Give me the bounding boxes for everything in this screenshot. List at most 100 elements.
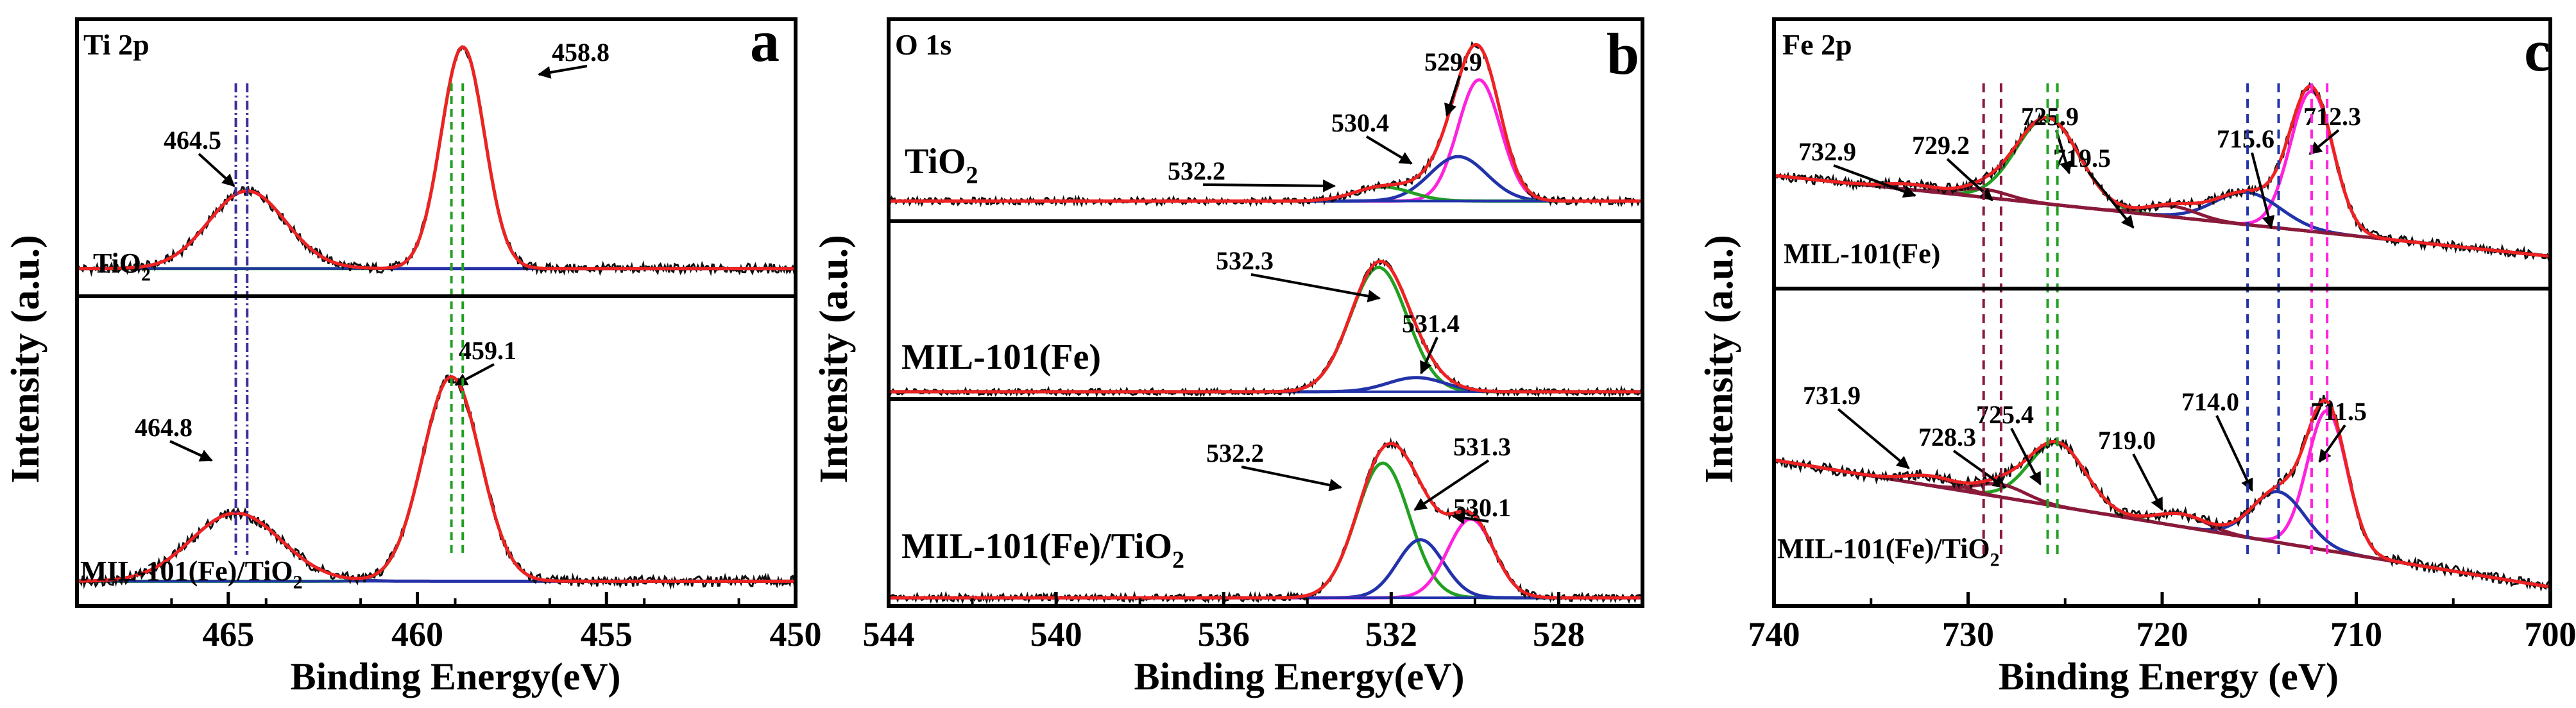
x-tick-label: 532 (1365, 615, 1417, 653)
peak-529-9-curve (889, 78, 1642, 203)
x-tick-label: 450 (770, 615, 822, 653)
fitted-envelope-line (1773, 84, 2551, 258)
peak-annotation-532-3: 532.3 (1216, 246, 1274, 275)
peak-annotation-464-8: 464.8 (135, 413, 192, 442)
annotation-arrow (169, 440, 213, 462)
raw-spectrum-line (1773, 81, 2551, 262)
panel-title-a: Ti 2p (83, 28, 149, 61)
annotation-arrow (538, 65, 588, 79)
fitted-envelope-line (889, 441, 1642, 600)
peak-annotation-531-4: 531.4 (1402, 309, 1460, 338)
fitted-envelope-line (889, 259, 1642, 394)
peak-annotation-731-9: 731.9 (1803, 381, 1861, 410)
raw-spectrum-line (888, 40, 1643, 208)
sample-label-subscript: 2 (293, 571, 303, 593)
fitted-envelope-line (76, 375, 796, 583)
annotation-arrow (1241, 466, 1342, 492)
x-tick-label: 460 (391, 615, 443, 653)
peak-annotation-529-9: 529.9 (1424, 47, 1482, 76)
sample-label-subscript: 2 (966, 162, 978, 189)
peak-annotation-532-2: 532.2 (1206, 439, 1264, 468)
x-tick-label: 465 (202, 615, 254, 653)
sample-label-subscript: 2 (141, 264, 151, 285)
peak-464-5-curve (77, 189, 796, 271)
panel-a: Intensity (a.u.) TiO2 458.8 464.5 MIL-101(F… (4, 8, 822, 698)
annotation-arrow (1444, 75, 1461, 117)
annotation-arrow (1833, 164, 1916, 198)
x-tick-label: 455 (581, 615, 633, 653)
annotation-arrow (1837, 408, 1910, 469)
annotation-arrow (2132, 453, 2163, 511)
sample-label: MIL-101(Fe)/TiO2 (80, 555, 303, 593)
peak-annotation-711-5: 711.5 (2310, 397, 2367, 426)
ylabel-b: Intensity (a.u.) (812, 235, 856, 484)
plot-frame (1772, 17, 2552, 608)
x-tick-label: 710 (2330, 615, 2382, 653)
annotation-arrow (1413, 459, 1490, 511)
peak-annotation-464-5: 464.5 (164, 126, 221, 155)
raw-spectrum-line (888, 437, 1643, 605)
peak-annotation-728-3: 728.3 (1918, 423, 1976, 451)
xlabel-b: Binding Energy(eV) (1134, 655, 1464, 698)
peak-annotation-725-9: 725.9 (2021, 102, 2079, 131)
x-tick-label: 740 (1748, 615, 1800, 653)
peak-712-3-curve (1773, 89, 2551, 258)
panel-title-b: O 1s (895, 28, 951, 61)
annotation-arrow (1202, 179, 1336, 192)
annotation-arrow (2010, 428, 2042, 485)
panel-title-c: Fe 2p (1782, 28, 1852, 61)
peak-annotation-732-9: 732.9 (1798, 137, 1856, 166)
sample-label: MIL-101(Fe)/TiO2 (1777, 533, 2000, 570)
x-tick-label: 730 (1942, 615, 1994, 653)
annotation-arrow (2318, 424, 2346, 463)
x-tick-label: 528 (1533, 615, 1585, 653)
peak-annotation-532-2: 532.2 (1168, 156, 1225, 185)
fitted-envelope-line (1773, 398, 2551, 589)
annotation-arrow (454, 363, 495, 386)
annotation-arrow (198, 153, 235, 187)
x-tick-label: 700 (2525, 615, 2576, 653)
peak-annotation-458-8: 458.8 (552, 38, 610, 67)
panel-letter-c: c (2524, 18, 2550, 83)
peak-annotation-530-4: 530.4 (1331, 108, 1389, 137)
plot-frame (75, 17, 798, 608)
panel-letter-b: b (1607, 21, 1639, 87)
sample-label-subscript: 2 (1990, 549, 2000, 570)
sample-label: MIL-101(Fe) (901, 337, 1101, 377)
xlabel-a: Binding Energy(eV) (290, 655, 620, 698)
peak-annotation-729-2: 729.2 (1912, 131, 1970, 160)
annotation-arrow (1452, 511, 1489, 525)
sample-label: TiO2 (93, 248, 151, 285)
x-tick-label: 536 (1198, 615, 1250, 653)
peak-annotation-725-4: 725.4 (1976, 400, 2034, 429)
sample-label: MIL-101(Fe) (1784, 238, 1940, 269)
x-tick-label: 544 (863, 615, 915, 653)
plot-area-b: TiO2 529.9 530.4 532.2 MIL-101(Fe) 532.3 531.4… (863, 17, 1644, 653)
fitted-envelope-line (77, 45, 796, 271)
sample-label: MIL-101(Fe)/TiO2 (901, 527, 1184, 574)
peak-annotation-459-1: 459.1 (459, 336, 516, 365)
panel-b: Intensity (a.u.) TiO2 529.9 530.4 532.2 MIL-… (812, 17, 1644, 698)
x-tick-label: 540 (1030, 615, 1082, 653)
annotation-arrow (2308, 129, 2340, 155)
xlabel-c: Binding Energy (eV) (1999, 655, 2339, 698)
sample-label: TiO2 (905, 142, 978, 189)
plot-frame (887, 17, 1644, 608)
ylabel-a: Intensity (a.u.) (4, 235, 47, 484)
ylabel-c: Intensity (a.u.) (1698, 235, 1741, 484)
annotation-arrow (2251, 152, 2275, 229)
panel-c: Intensity (a.u.) MIL-101(Fe) 712.3 715.6 71… (1698, 17, 2576, 698)
annotation-arrow (1420, 337, 1438, 375)
peak-annotation-531-3: 531.3 (1453, 432, 1511, 461)
plot-area-a: TiO2 458.8 464.5 MIL-101(Fe)/TiO2 459.1 464.8… (75, 17, 822, 653)
peak-annotation-714-0: 714.0 (2181, 387, 2239, 416)
x-tick-label: 720 (2137, 615, 2188, 653)
annotation-arrow (1365, 135, 1413, 165)
annotation-arrow (1952, 450, 2006, 489)
annotation-arrow (1250, 273, 1381, 303)
fitted-envelope-line (889, 42, 1642, 203)
sample-label-subscript: 2 (1172, 547, 1184, 574)
panel-letter-a: a (750, 8, 780, 74)
annotation-arrow (2215, 415, 2253, 492)
